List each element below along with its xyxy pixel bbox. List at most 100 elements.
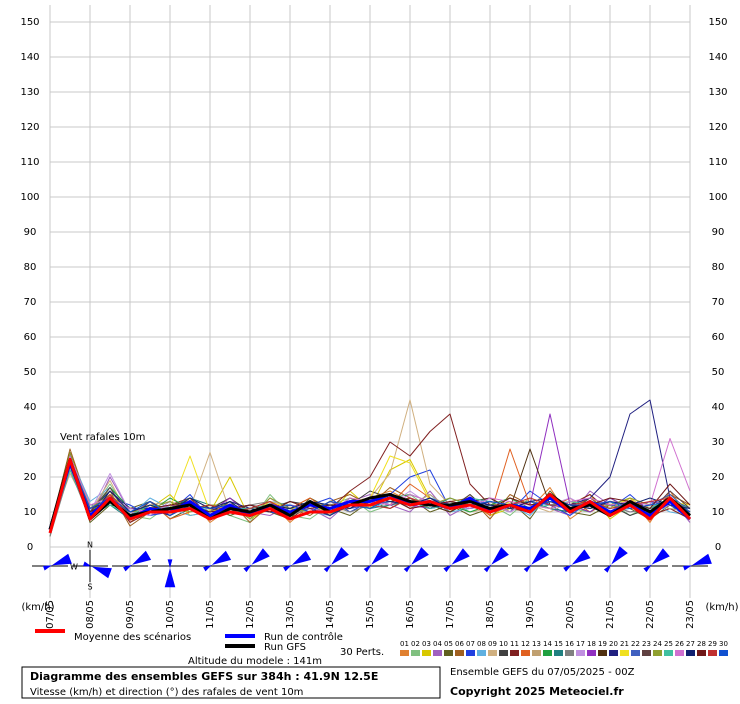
legend-label: Run de contrôle: [264, 631, 343, 643]
legend-pert-label: 13: [532, 640, 541, 648]
perts-label: 30 Perts.: [340, 647, 384, 658]
y-tick-label: 110: [20, 157, 39, 168]
legend-pert-label: 27: [686, 640, 695, 648]
legend-label: Run GFS: [264, 642, 306, 653]
x-tick-label: 17/05: [445, 600, 456, 629]
legend-pert-label: 30: [719, 640, 728, 648]
legend-pert-swatch: [422, 650, 431, 656]
y-tick-label: 60: [24, 332, 37, 343]
x-tick-label: 22/05: [645, 600, 656, 629]
y-tick-label: 80: [24, 262, 37, 273]
legend-pert-swatch: [653, 650, 662, 656]
wind-wedge: [563, 549, 591, 572]
legend-pert-swatch: [466, 650, 475, 656]
y-tick-label: 140: [20, 52, 39, 63]
wind-wedge: [363, 547, 389, 573]
legend-pert-label: 18: [587, 640, 596, 648]
legend-pert-swatch: [664, 650, 673, 656]
legend-pert-swatch: [554, 650, 563, 656]
legend-pert-label: 25: [664, 640, 673, 648]
legend-pert-swatch: [400, 650, 409, 656]
x-tick-label: 11/05: [205, 600, 216, 629]
y-unit-left: (km/h): [21, 602, 54, 613]
wind-wedge: [443, 548, 470, 573]
wind-wedge: [203, 550, 232, 572]
wind-wedge: [683, 553, 712, 571]
legend-pert-label: 08: [477, 640, 486, 648]
wind-wedge: [643, 548, 670, 573]
legend-pert-swatch: [719, 650, 728, 656]
x-tick-label: 14/05: [325, 600, 336, 629]
legend-pert-swatch: [565, 650, 574, 656]
legend-pert-label: 05: [444, 640, 453, 648]
y-tick-label-right: 10: [712, 507, 725, 518]
legend-label: Moyenne des scénarios: [74, 631, 191, 643]
legend-pert-label: 14: [543, 640, 552, 648]
legend-pert-label: 12: [521, 640, 530, 648]
y-tick-label-right: 140: [708, 52, 727, 63]
legend-pert-label: 06: [455, 640, 464, 648]
x-tick-label: 08/05: [85, 600, 96, 629]
y-tick-label-right: 60: [712, 332, 725, 343]
wind-wedge: [123, 550, 152, 572]
legend-pert-swatch: [587, 650, 596, 656]
y-tick-label: 70: [24, 297, 37, 308]
title-box: [21, 666, 441, 699]
x-tick-label: 09/05: [125, 600, 136, 629]
y-tick-label: 150: [20, 17, 39, 28]
y-tick-label: 90: [24, 227, 37, 238]
legend-pert-swatch: [620, 650, 629, 656]
y-unit-right: (km/h): [705, 602, 738, 613]
legend-pert-label: 16: [565, 640, 574, 648]
legend-pert-swatch: [510, 650, 519, 656]
legend-pert-swatch: [675, 650, 684, 656]
x-tick-label: 12/05: [245, 600, 256, 629]
legend-pert-label: 20: [609, 640, 618, 648]
legend-pert-label: 10: [499, 640, 508, 648]
chart-title: Diagramme des ensembles GEFS sur 384h : …: [30, 670, 378, 683]
legend-pert-swatch: [642, 650, 651, 656]
y-tick-label: 50: [24, 367, 37, 378]
y-tick-label-right: 40: [712, 402, 725, 413]
y-tick-label-right: 110: [708, 157, 727, 168]
annotation: Vent rafales 10m: [60, 432, 145, 443]
legend-pert-label: 19: [598, 640, 607, 648]
legend-pert-swatch: [598, 650, 607, 656]
legend-pert-label: 07: [466, 640, 475, 648]
legend-pert-swatch: [532, 650, 541, 656]
run-info: Ensemble GEFS du 07/05/2025 - 00Z: [450, 667, 635, 678]
wind-wedge: [403, 547, 429, 573]
x-tick-label: 23/05: [685, 600, 696, 629]
wind-wedge: [603, 546, 628, 573]
y-tick-label: 100: [20, 192, 39, 203]
y-tick-label: 10: [24, 507, 37, 518]
y-tick-label: 30: [24, 437, 37, 448]
compass-w: W: [70, 563, 78, 572]
legend-pert-swatch: [477, 650, 486, 656]
legend-pert-swatch: [609, 650, 618, 656]
legend-pert-label: 09: [488, 640, 497, 648]
legend-pert-swatch: [708, 650, 717, 656]
legend-pert-label: 28: [697, 640, 706, 648]
legend-pert-swatch: [543, 650, 552, 656]
wind-wedge: [164, 559, 176, 588]
x-tick-label: 18/05: [485, 600, 496, 629]
y-tick-label-right: 100: [708, 192, 727, 203]
legend-pert-label: 21: [620, 640, 629, 648]
legend-pert-swatch: [455, 650, 464, 656]
legend-pert-label: 15: [554, 640, 563, 648]
legend-pert-swatch: [444, 650, 453, 656]
legend-pert-label: 11: [510, 640, 519, 648]
wind-wedge: [243, 548, 270, 573]
altitude: Altitude du modele : 141m: [188, 656, 322, 667]
legend-pert-swatch: [488, 650, 497, 656]
legend-pert-label: 03: [422, 640, 431, 648]
wind-wedge: [483, 547, 509, 573]
y-tick-label-right: 20: [712, 472, 725, 483]
y-tick-label: 20: [24, 472, 37, 483]
y-tick-label: 120: [20, 122, 39, 133]
wind-wedge: [523, 547, 549, 573]
legend-pert-label: 02: [411, 640, 420, 648]
legend-pert-swatch: [686, 650, 695, 656]
